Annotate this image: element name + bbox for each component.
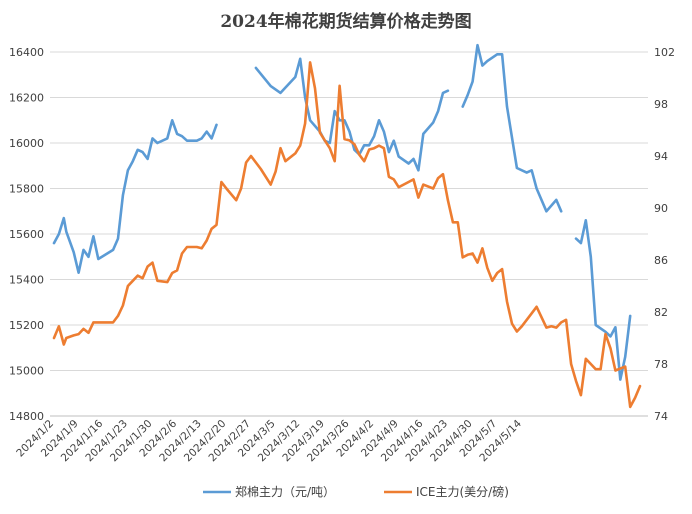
left-axis-tick-label: 14800 xyxy=(9,410,44,423)
gridlines xyxy=(50,51,648,371)
right-axis-tick-label: 82 xyxy=(654,306,668,319)
right-axis-tick-label: 74 xyxy=(654,410,668,423)
left-axis-tick-label: 16400 xyxy=(9,46,44,59)
series-line-zce xyxy=(52,119,218,275)
legend-label-ice: ICE主力(美分/磅) xyxy=(416,484,509,499)
left-axis-tick-label: 15000 xyxy=(9,365,44,378)
left-axis-tick-label: 15200 xyxy=(9,319,44,332)
series-line-zce xyxy=(254,57,450,172)
left-axis-tick-label: 16200 xyxy=(9,92,44,105)
series-line-ice xyxy=(52,61,642,409)
right-axis-tick-label: 86 xyxy=(654,254,668,267)
right-axis-tick-label: 102 xyxy=(654,46,675,59)
right-axis-tick-label: 94 xyxy=(654,150,668,163)
legend: 郑棉主力（元/吨） ICE主力(美分/磅) xyxy=(203,484,509,499)
left-axis-tick-label: 15600 xyxy=(9,228,44,241)
left-axis-tick-label: 15400 xyxy=(9,274,44,287)
left-axis: 14800 15000 15200 15400 15600 15800 16000 16200… xyxy=(9,46,44,423)
series-line-zce xyxy=(574,219,632,381)
series-lines xyxy=(52,43,642,409)
series-line-zce xyxy=(461,43,563,213)
left-axis-tick-label: 15800 xyxy=(9,183,44,196)
legend-label-zce: 郑棉主力（元/吨） xyxy=(235,484,335,499)
left-axis-tick-label: 16000 xyxy=(9,137,44,150)
right-axis-tick-label: 98 xyxy=(654,98,668,111)
right-axis: 74 78 82 86 90 94 98 102 xyxy=(654,46,675,423)
x-axis: 2024/1/22024/1/92024/1/162024/1/232024/1… xyxy=(14,415,648,464)
right-axis-tick-label: 78 xyxy=(654,358,668,371)
right-axis-tick-label: 90 xyxy=(654,202,668,215)
chart-title: 2024年棉花期货结算价格走势图 xyxy=(220,11,471,32)
